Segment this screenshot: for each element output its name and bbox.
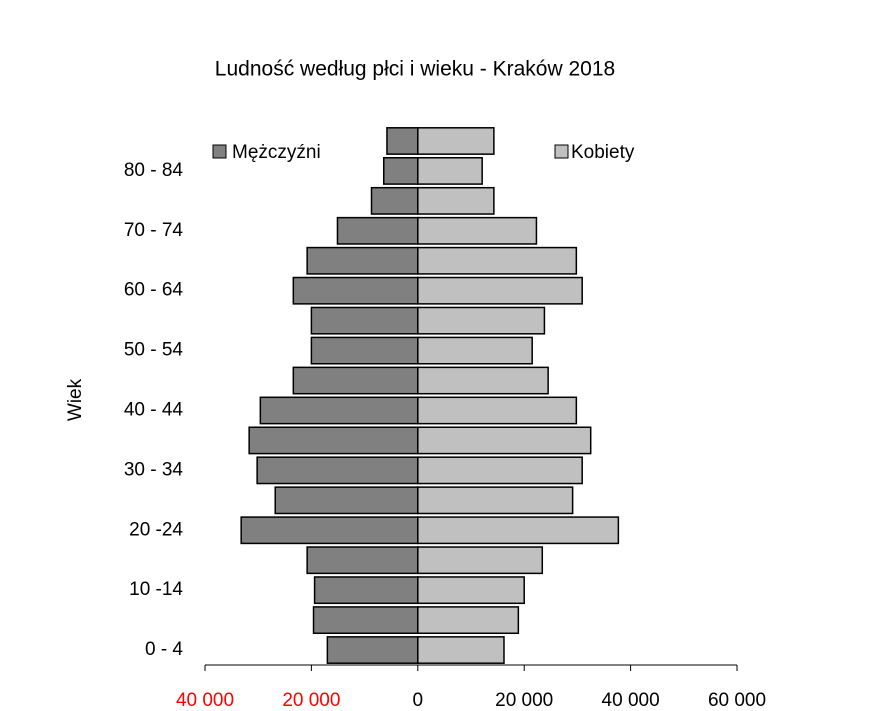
bar [256, 456, 419, 485]
y-tick-label: 50 - 54 [124, 340, 184, 361]
bar [310, 306, 419, 335]
bar [417, 546, 544, 575]
bar [417, 456, 583, 485]
bar [417, 516, 620, 545]
bar [417, 127, 495, 155]
bar [240, 516, 419, 545]
bar [417, 336, 533, 365]
y-tick-label: 10 -14 [129, 579, 183, 600]
bar [248, 426, 419, 455]
legend-label: Mężczyźni [232, 142, 321, 163]
bar [417, 186, 495, 215]
chart-title: Ludność według płci i wieku - Kraków 201… [215, 58, 615, 81]
y-tick-label: 80 - 84 [124, 160, 184, 181]
bar [326, 636, 419, 664]
bar [417, 606, 520, 635]
y-tick-label: 0 - 4 [145, 639, 183, 660]
bar [417, 396, 578, 425]
bar [417, 636, 505, 664]
y-axis-label: Wiek [65, 378, 86, 421]
bar [259, 396, 419, 425]
bar [336, 216, 419, 245]
y-tick-label: 20 -24 [129, 519, 183, 540]
bar [417, 426, 592, 455]
bar [417, 306, 546, 335]
bar [417, 216, 538, 245]
x-tick-label: 40 000 [602, 690, 660, 711]
y-tick-label: 70 - 74 [124, 220, 184, 241]
bar [292, 276, 419, 305]
bar [370, 186, 419, 215]
legend-label: Kobiety [571, 142, 635, 163]
legend-swatch [212, 144, 227, 159]
bar [310, 336, 419, 365]
y-tick-label: 30 - 34 [124, 459, 184, 480]
x-tick-label: 60 000 [708, 690, 766, 711]
bar [386, 127, 419, 155]
bar [306, 546, 419, 575]
bar [417, 246, 578, 275]
x-tick-label: 20 000 [282, 690, 340, 711]
legend-swatch [554, 144, 569, 159]
x-tick-label: 0 [413, 690, 424, 711]
bar [383, 156, 419, 185]
bar [292, 366, 419, 395]
x-tick-label: 20 000 [495, 690, 553, 711]
y-tick-label: 60 - 64 [124, 280, 184, 301]
bar [417, 276, 583, 305]
bar [417, 366, 549, 395]
x-tick-label: 40 000 [176, 690, 234, 711]
bar [312, 606, 419, 635]
bar [274, 486, 419, 515]
y-tick-label: 40 - 44 [124, 399, 184, 420]
bar [417, 486, 574, 515]
bar [417, 156, 483, 185]
bar [306, 246, 419, 275]
bar [313, 576, 419, 605]
bar [417, 576, 525, 605]
